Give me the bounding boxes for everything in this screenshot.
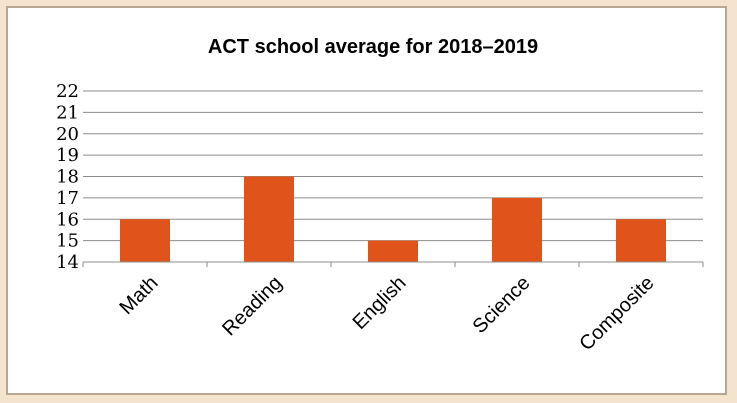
- bar-math: [120, 219, 170, 262]
- y-tick-label: 19: [56, 145, 79, 166]
- chart-title: ACT school average for 2018–2019: [208, 36, 538, 58]
- y-tick-label: 18: [56, 167, 79, 188]
- y-tick-label: 17: [56, 188, 79, 209]
- x-tick-label: Math: [116, 272, 163, 319]
- bar-composite: [616, 219, 666, 262]
- x-tick-label: Reading: [218, 272, 286, 340]
- y-tick-label: 22: [56, 81, 79, 102]
- y-tick-label: 14: [56, 252, 79, 273]
- y-tick-label: 20: [56, 124, 79, 145]
- y-tick-label: 15: [56, 231, 79, 252]
- x-tick-label: Science: [469, 272, 535, 338]
- x-tick-label: English: [349, 272, 411, 334]
- x-axis: [82, 261, 704, 267]
- y-tick-label: 16: [56, 209, 79, 230]
- bars: [120, 176, 666, 262]
- x-axis-ticks: Math Reading English Science Composite: [116, 272, 659, 355]
- x-tick-label: Composite: [575, 272, 658, 355]
- bar-reading: [244, 176, 294, 262]
- bar-english: [368, 240, 418, 262]
- y-tick-label: 21: [56, 102, 79, 123]
- bar-science: [492, 197, 542, 262]
- chart-frame: [6, 6, 727, 395]
- gridlines: [83, 90, 703, 242]
